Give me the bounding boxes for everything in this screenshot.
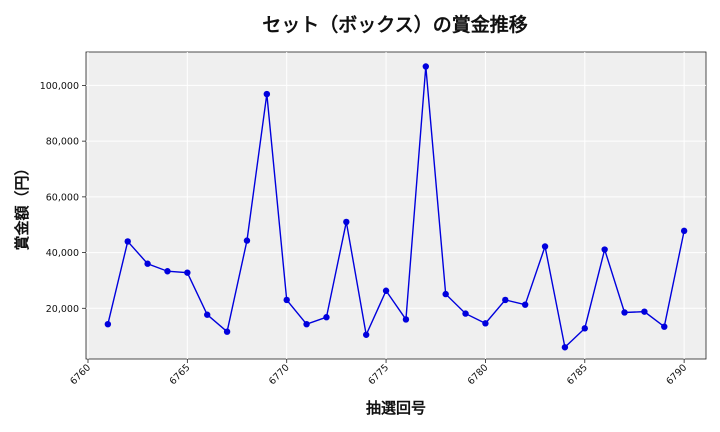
x-tick-label: 6775 bbox=[366, 362, 391, 387]
data-point bbox=[661, 323, 668, 330]
data-point bbox=[343, 218, 350, 226]
data-point bbox=[462, 310, 469, 317]
data-point bbox=[521, 301, 529, 308]
series-layer bbox=[104, 63, 688, 351]
x-axis: 6760 6765 6770 6775 6780 6785 6790 bbox=[68, 359, 689, 387]
data-point bbox=[442, 290, 449, 298]
data-point bbox=[104, 320, 112, 328]
data-point bbox=[541, 243, 549, 250]
x-axis-label: 抽選回号 bbox=[366, 399, 426, 417]
data-point bbox=[561, 344, 569, 351]
data-point bbox=[204, 311, 211, 318]
x-tick-label: 6770 bbox=[267, 362, 292, 387]
x-tick-label: 6760 bbox=[68, 362, 93, 387]
y-axis-label: 賞金額（円） bbox=[13, 160, 31, 250]
data-point bbox=[502, 296, 509, 304]
plot-area bbox=[85, 51, 707, 360]
data-point bbox=[243, 237, 251, 244]
grid bbox=[86, 52, 706, 359]
data-point bbox=[144, 260, 151, 267]
data-point bbox=[482, 320, 489, 327]
data-point bbox=[402, 316, 410, 323]
series-line bbox=[107, 66, 685, 349]
y-tick-label: 40,000 bbox=[46, 248, 79, 259]
data-point bbox=[223, 328, 231, 335]
x-tick-label: 6765 bbox=[168, 362, 193, 387]
data-point bbox=[422, 63, 430, 70]
x-tick-label: 6790 bbox=[664, 362, 689, 387]
y-tick-label: 80,000 bbox=[46, 137, 79, 148]
chart-title: セット（ボックス）の賞金推移 bbox=[262, 13, 527, 36]
data-point bbox=[164, 268, 171, 275]
y-tick-label: 20,000 bbox=[46, 304, 79, 315]
data-point bbox=[303, 320, 310, 328]
data-point bbox=[621, 309, 628, 316]
x-tick-label: 6780 bbox=[466, 362, 491, 387]
data-point bbox=[184, 269, 191, 276]
data-point bbox=[124, 238, 131, 245]
data-point bbox=[323, 314, 330, 321]
data-point bbox=[283, 296, 290, 304]
data-point bbox=[601, 246, 608, 253]
y-axis: 20,000 40,000 60,000 80,000 100,000 bbox=[40, 81, 86, 315]
data-point bbox=[680, 227, 688, 235]
data-point bbox=[581, 325, 588, 332]
data-point bbox=[382, 287, 390, 294]
x-tick-label: 6785 bbox=[565, 362, 590, 387]
data-point bbox=[362, 331, 370, 338]
data-point bbox=[263, 90, 271, 98]
y-tick-label: 60,000 bbox=[46, 192, 79, 203]
data-point bbox=[641, 308, 648, 315]
y-tick-label: 100,000 bbox=[40, 81, 79, 92]
